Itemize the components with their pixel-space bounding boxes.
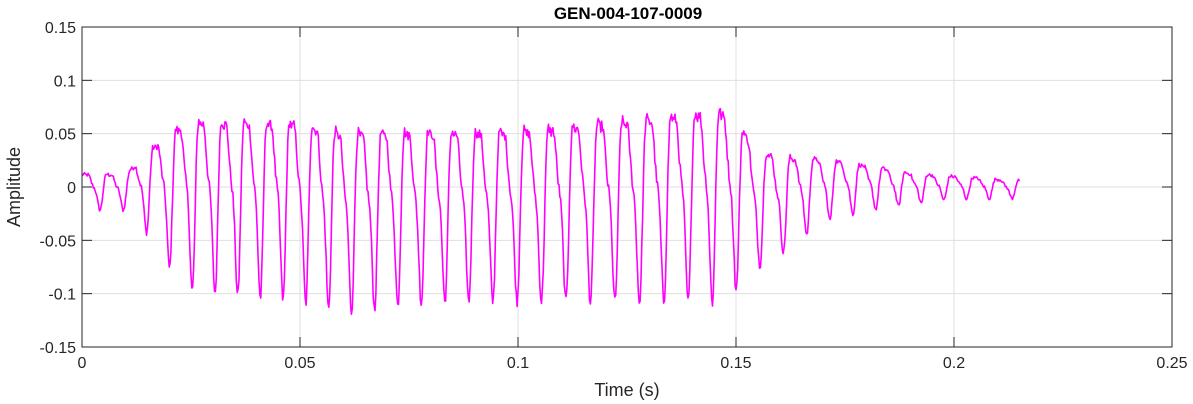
x-tick-label: 0 [78, 355, 87, 372]
y-tick-label: -0.05 [40, 233, 77, 250]
y-tick-label: -0.15 [40, 340, 77, 357]
x-tick-label: 0.1 [507, 355, 529, 372]
y-tick-label: 0.05 [45, 127, 76, 144]
chart-title: GEN-004-107-0009 [554, 4, 702, 23]
x-tick-label: 0.15 [720, 355, 751, 372]
axis-ticks [81, 26, 1173, 348]
x-tick-label: 0.25 [1156, 355, 1187, 372]
x-axis-label: Time (s) [594, 380, 659, 400]
x-tick-label: 0.2 [943, 355, 965, 372]
signal-line [82, 107, 1021, 315]
y-tick-label: 0 [67, 180, 76, 197]
x-tick-label: 0.05 [284, 355, 315, 372]
y-axis-label: Amplitude [4, 147, 24, 227]
x-tick-labels: 0 0.05 0.1 0.15 0.2 0.25 [78, 355, 1188, 372]
y-tick-label: 0.1 [54, 73, 76, 90]
y-tick-label: 0.15 [45, 20, 76, 37]
y-tick-labels: -0.15 -0.1 -0.05 0 0.05 0.1 0.15 [40, 20, 77, 357]
y-tick-label: -0.1 [48, 287, 76, 304]
